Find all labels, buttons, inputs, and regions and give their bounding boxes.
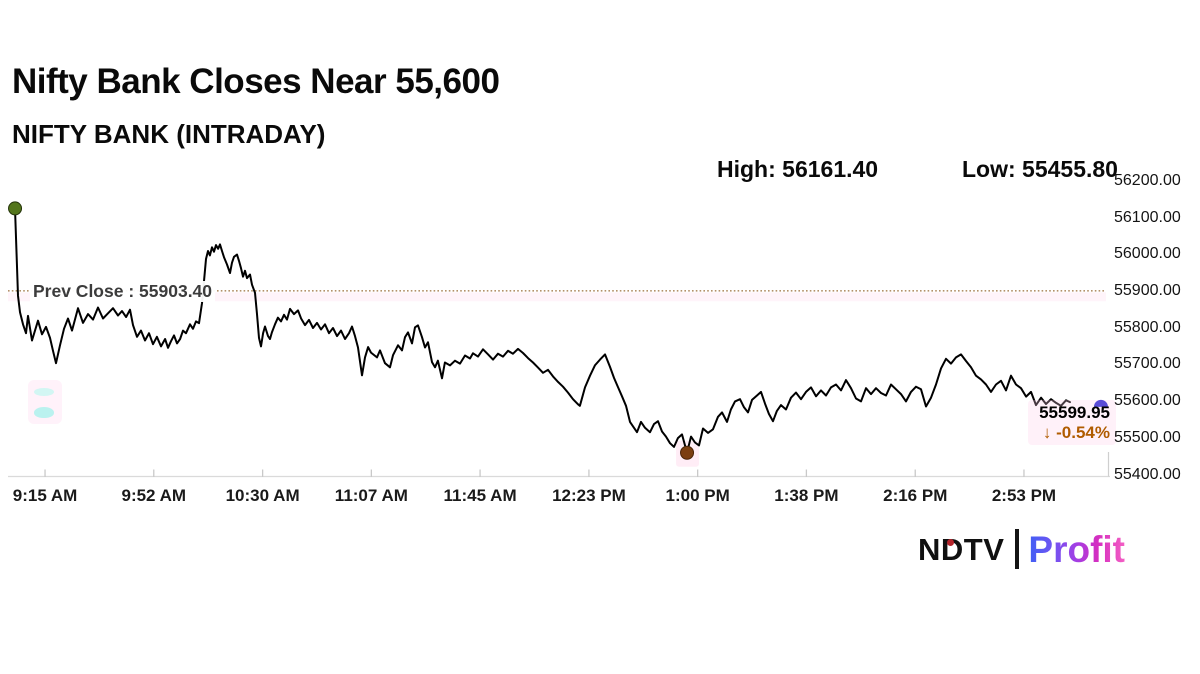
y-axis-label: 55500.00 — [1114, 428, 1181, 446]
prev-close-annotation: Prev Close : 55903.40 — [30, 281, 216, 302]
y-axis-label: 55400.00 — [1114, 465, 1181, 483]
x-axis-label: 12:23 PM — [552, 486, 626, 505]
price-line — [14, 207, 1071, 454]
session-open-marker — [8, 201, 23, 216]
x-axis-label: 9:52 AM — [121, 486, 187, 505]
prev-close-band — [8, 292, 1106, 302]
x-axis-label: 1:00 PM — [665, 486, 730, 505]
session-low-marker — [680, 445, 695, 460]
y-axis-label: 55700.00 — [1114, 355, 1181, 373]
x-axis-label: 2:16 PM — [883, 486, 948, 505]
low-label: Low: — [962, 156, 1016, 182]
y-axis-label: 55600.00 — [1114, 392, 1181, 410]
profit-logo-text: Profit — [1028, 528, 1125, 570]
y-axis-label: 55800.00 — [1114, 318, 1181, 336]
low-readout: Low: 55455.80 — [962, 156, 1118, 183]
last-price-label: 55599.95 — [1039, 403, 1110, 422]
logo-divider — [1015, 529, 1020, 569]
y-axis-label: 56100.00 — [1114, 208, 1181, 226]
y-axis-label: 55900.00 — [1114, 282, 1181, 300]
watermark-artifact — [34, 407, 54, 418]
low-value: 55455.80 — [1022, 156, 1118, 182]
x-axis-label: 9:15 AM — [12, 486, 78, 505]
chart-subtitle: NIFTY BANK (INTRADAY) — [12, 119, 326, 149]
x-axis-label: 1:38 PM — [774, 486, 839, 505]
x-axis-label: 10:30 AM — [225, 486, 300, 505]
change-percent-label: ↓ -0.54% — [1030, 423, 1110, 443]
prev-close-value: 55903.40 — [139, 281, 213, 301]
change-percent-value: -0.54% — [1056, 423, 1110, 442]
last-price-highlight — [1028, 400, 1116, 445]
prev-close-label: Prev Close : — [33, 281, 135, 301]
ndtv-profit-logo: NDTV Profit — [918, 526, 1125, 572]
page-title: Nifty Bank Closes Near 55,600 — [12, 62, 500, 101]
high-value: 56161.40 — [782, 156, 879, 182]
high-label: High: — [717, 156, 776, 182]
y-axis-label: 56200.00 — [1114, 172, 1181, 189]
y-axis-label: 56000.00 — [1114, 245, 1181, 263]
x-axis-label: 2:53 PM — [991, 486, 1057, 505]
watermark-artifact — [34, 388, 54, 396]
ndtv-red-dot-icon — [947, 539, 954, 546]
high-readout: High: 56161.40 — [717, 156, 878, 183]
x-axis-label: 11:07 AM — [334, 486, 408, 505]
last-price-marker — [1093, 399, 1108, 407]
x-axis-label: 11:45 AM — [443, 486, 517, 505]
down-arrow-icon: ↓ — [1042, 423, 1052, 442]
ndtv-logo-text: NDTV — [918, 531, 1005, 567]
